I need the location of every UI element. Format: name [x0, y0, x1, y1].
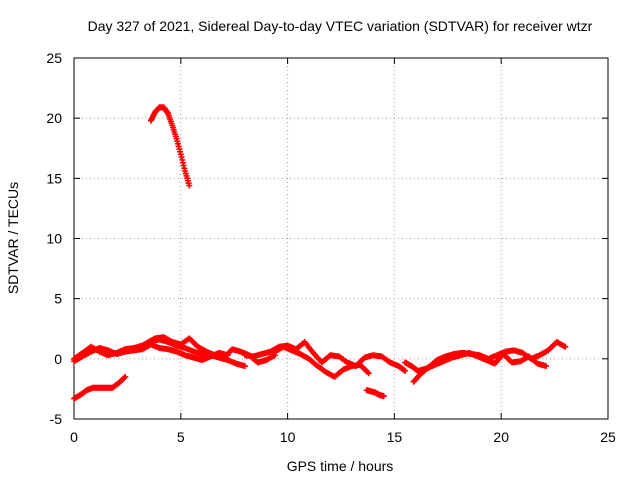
x-tick-label: 0 [70, 429, 78, 445]
x-tick-label: 5 [177, 429, 185, 445]
x-axis-ticks: 0 5 10 15 20 25 [70, 58, 616, 445]
data-point [380, 393, 387, 400]
y-axis-ticks: -5 0 5 10 15 20 25 [46, 50, 608, 427]
y-tick-label: 10 [46, 231, 62, 247]
data-point [186, 182, 193, 189]
x-tick-label: 15 [387, 429, 403, 445]
data-point [562, 343, 569, 350]
series-arc-high [147, 104, 193, 189]
series-arc-mid-b [271, 343, 372, 380]
chart-title: Day 327 of 2021, Sidereal Day-to-day VTE… [88, 18, 593, 34]
y-tick-label: 15 [46, 170, 62, 186]
x-tick-label: 10 [280, 429, 296, 445]
data-point [401, 367, 408, 374]
y-tick-label: 0 [54, 351, 62, 367]
data-point [121, 374, 128, 381]
data-point [365, 370, 372, 377]
series-arc-low-start [71, 373, 129, 402]
x-tick-label: 20 [493, 429, 509, 445]
y-tick-label: 5 [54, 291, 62, 307]
series-arc-late-b [402, 349, 550, 374]
y-tick-label: -5 [50, 411, 63, 427]
y-tick-label: 20 [46, 110, 62, 126]
series-arc-dip [363, 387, 387, 400]
y-axis-label: SDTVAR / TECUs [5, 182, 21, 294]
data-point [241, 363, 248, 370]
x-axis-label: GPS time / hours [287, 458, 394, 474]
x-tick-label: 25 [600, 429, 616, 445]
y-tick-label: 25 [46, 50, 62, 66]
data-point [543, 363, 550, 370]
data-points [71, 104, 569, 402]
data-point [122, 373, 129, 380]
data-point [402, 367, 409, 374]
series-arc-main-c [135, 334, 278, 366]
